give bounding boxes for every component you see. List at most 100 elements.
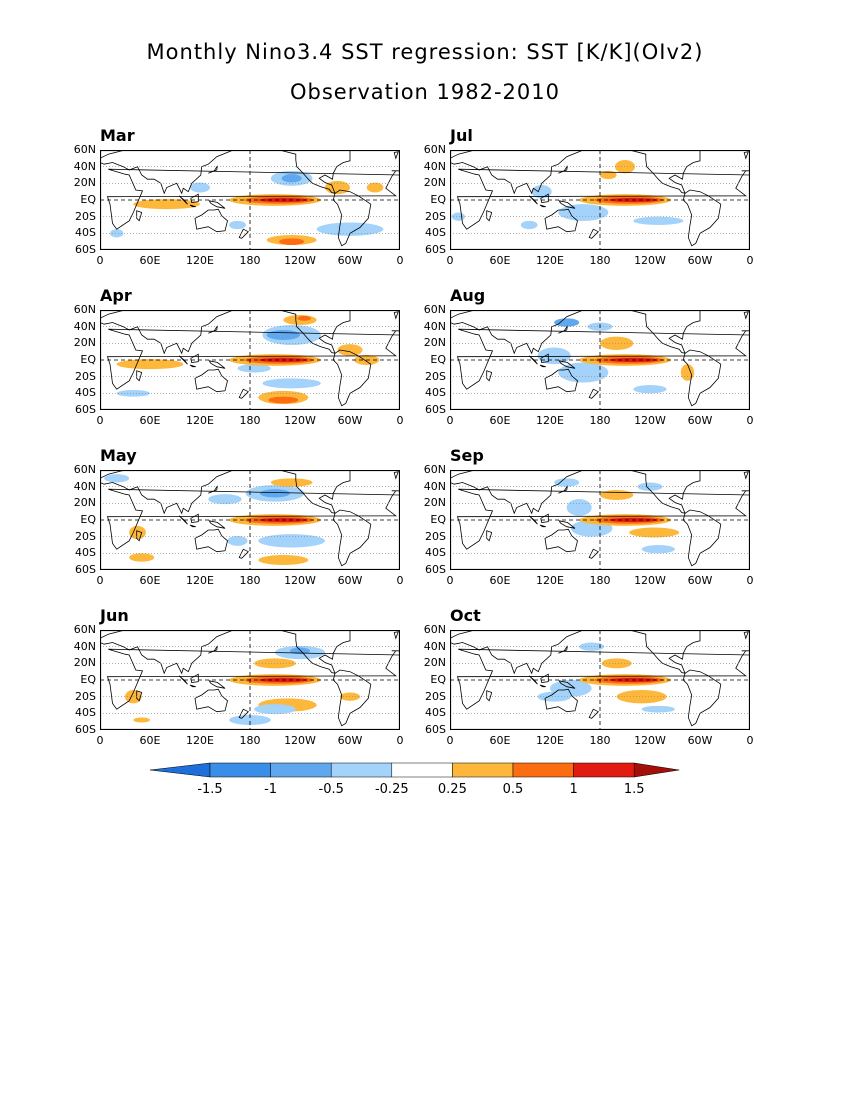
coastline — [456, 328, 750, 390]
anomaly-region — [629, 527, 680, 538]
coastline — [189, 684, 196, 688]
coastline — [136, 690, 143, 702]
coastline — [332, 509, 372, 567]
lon-tick-label: 0 — [746, 414, 754, 427]
lon-tick-label: 60W — [687, 414, 713, 427]
lat-tick-label: 40N — [423, 639, 446, 653]
coastline — [682, 349, 722, 407]
lon-tick-label: 0 — [96, 414, 104, 427]
anomaly-region — [297, 315, 311, 321]
anomaly-region — [104, 474, 130, 483]
lat-tick-label: 20S — [75, 689, 96, 703]
lat-tick-label: 20S — [75, 209, 96, 223]
lat-tick-label: 20N — [423, 176, 446, 190]
anomaly-region — [633, 216, 684, 225]
anomaly-region — [325, 180, 350, 195]
lon-tick-label: 0 — [396, 574, 404, 587]
coastline — [743, 471, 749, 480]
anomaly-region — [258, 555, 309, 565]
lat-tick-label: 60S — [425, 243, 446, 256]
lat-tick-label: 20N — [423, 656, 446, 670]
coastline — [486, 690, 493, 702]
lat-tick-label: 40S — [425, 226, 446, 240]
colorbar-segment — [391, 762, 453, 778]
map-frame — [450, 630, 750, 730]
lon-tick-label: 120W — [284, 254, 316, 267]
lat-tick-label: 40S — [425, 546, 446, 560]
lat-tick-label: 40S — [75, 546, 96, 560]
colorbar-label: 1.5 — [623, 782, 645, 797]
lon-tick-label: 0 — [96, 734, 104, 747]
anomaly-region — [258, 534, 325, 548]
coastline — [456, 648, 750, 710]
coastline — [393, 311, 399, 320]
lon-tick-label: 0 — [96, 254, 104, 267]
lon-tick-label: 120W — [634, 734, 666, 747]
coastline — [106, 648, 400, 710]
lon-tick-label: 180 — [589, 414, 611, 427]
coastline — [189, 524, 196, 528]
anomaly-region — [520, 220, 538, 230]
coastline — [528, 515, 538, 525]
colorbar-label: -0.25 — [374, 782, 409, 797]
lat-tick-label: 60N — [423, 143, 446, 156]
map-frame — [100, 150, 400, 250]
lat-tick-label: 20S — [425, 209, 446, 223]
map-aug — [450, 310, 750, 410]
coastline — [616, 470, 701, 514]
lon-tick-label: 0 — [446, 254, 454, 267]
lat-tick-label: 20N — [73, 656, 96, 670]
lon-tick-label: 120E — [536, 574, 564, 587]
coastline — [136, 210, 143, 222]
anomaly-region — [641, 545, 675, 554]
anomaly-region — [641, 705, 675, 713]
lon-tick-label: 120E — [186, 574, 214, 587]
lat-tick-label: 60N — [73, 303, 96, 316]
coastline — [238, 228, 249, 239]
lat-tick-label: 20N — [423, 496, 446, 510]
coastline — [208, 485, 218, 494]
map-frame — [450, 470, 750, 570]
lon-tick-label: 60E — [139, 734, 161, 747]
coastline — [238, 708, 249, 719]
coastline — [238, 388, 249, 399]
coastline — [136, 530, 143, 542]
colorbar-label: -0.5 — [318, 782, 344, 797]
lon-tick-label: 60E — [139, 414, 161, 427]
anomaly-region — [260, 489, 290, 498]
lat-tick-label: EQ — [80, 513, 96, 526]
lat-tick-label: EQ — [80, 193, 96, 206]
anomaly-region — [600, 170, 617, 180]
coastline — [558, 645, 568, 654]
lat-tick-label: EQ — [430, 193, 446, 206]
coastline — [682, 509, 722, 567]
colorbar-label: 1 — [569, 782, 578, 797]
coastline — [616, 630, 701, 674]
lon-tick-label: 120E — [536, 734, 564, 747]
anomaly-region — [537, 691, 571, 702]
lat-tick-label: 20S — [425, 369, 446, 383]
panel-label-jul: Jul — [450, 126, 473, 145]
coastline — [178, 195, 188, 205]
lon-tick-label: 180 — [239, 414, 261, 427]
colorbar-segment — [452, 762, 514, 778]
lat-tick-label: 40N — [423, 159, 446, 173]
coastline — [456, 168, 750, 230]
anomaly-region — [316, 222, 384, 236]
coastline — [332, 189, 372, 247]
lon-tick-label: 60W — [337, 254, 363, 267]
panel-label-apr: Apr — [100, 286, 132, 305]
colorbar-label: -1 — [264, 782, 278, 797]
lon-tick-label: 60W — [687, 574, 713, 587]
coastline — [588, 548, 599, 559]
coastline — [682, 189, 722, 247]
lat-tick-label: 40N — [423, 319, 446, 333]
anomaly-region — [633, 385, 667, 394]
coastline — [393, 471, 399, 480]
lat-tick-label: 20S — [75, 369, 96, 383]
coastline — [190, 513, 199, 523]
lon-tick-label: 60W — [337, 414, 363, 427]
lat-tick-label: 40S — [75, 226, 96, 240]
anomaly-region — [281, 174, 302, 183]
lat-tick-label: 40S — [425, 706, 446, 720]
